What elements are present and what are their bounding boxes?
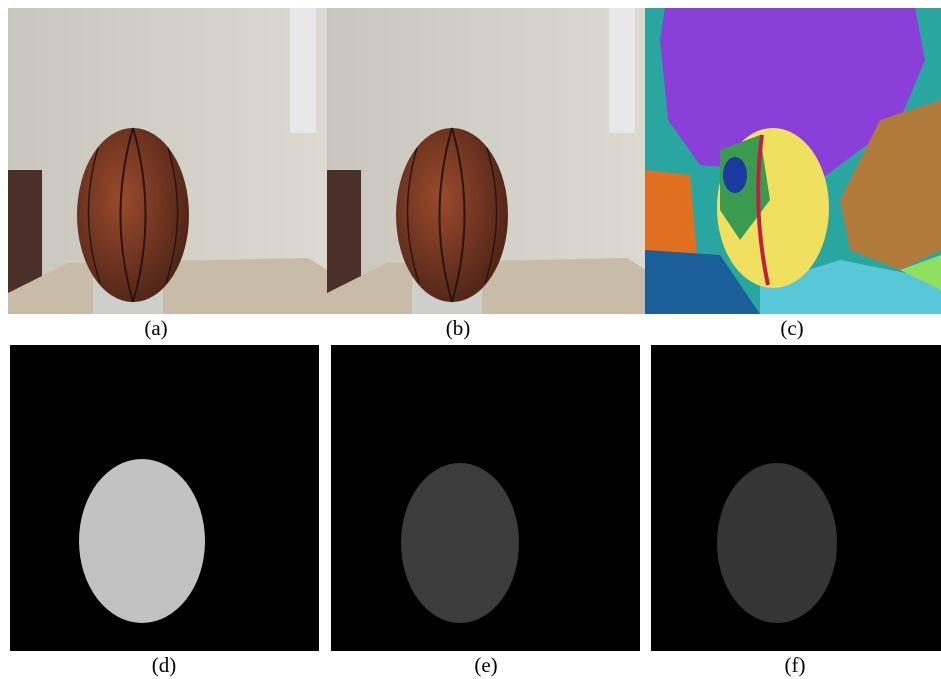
panel-b: (b): [327, 8, 646, 340]
caption: (c): [780, 316, 803, 340]
panel-d: (d): [10, 345, 319, 677]
panel-c: (c): [645, 8, 941, 340]
caption: (b): [446, 316, 471, 340]
panel-f: (f): [651, 345, 941, 677]
caption: (e): [474, 653, 497, 677]
caption: (f): [785, 653, 806, 677]
panel-a: (a): [8, 8, 327, 340]
panel-e: (e): [331, 345, 640, 677]
caption: (a): [144, 316, 167, 340]
caption: (d): [152, 653, 177, 677]
figure: (a) (b) (c) (d) (e) (f): [0, 0, 941, 679]
